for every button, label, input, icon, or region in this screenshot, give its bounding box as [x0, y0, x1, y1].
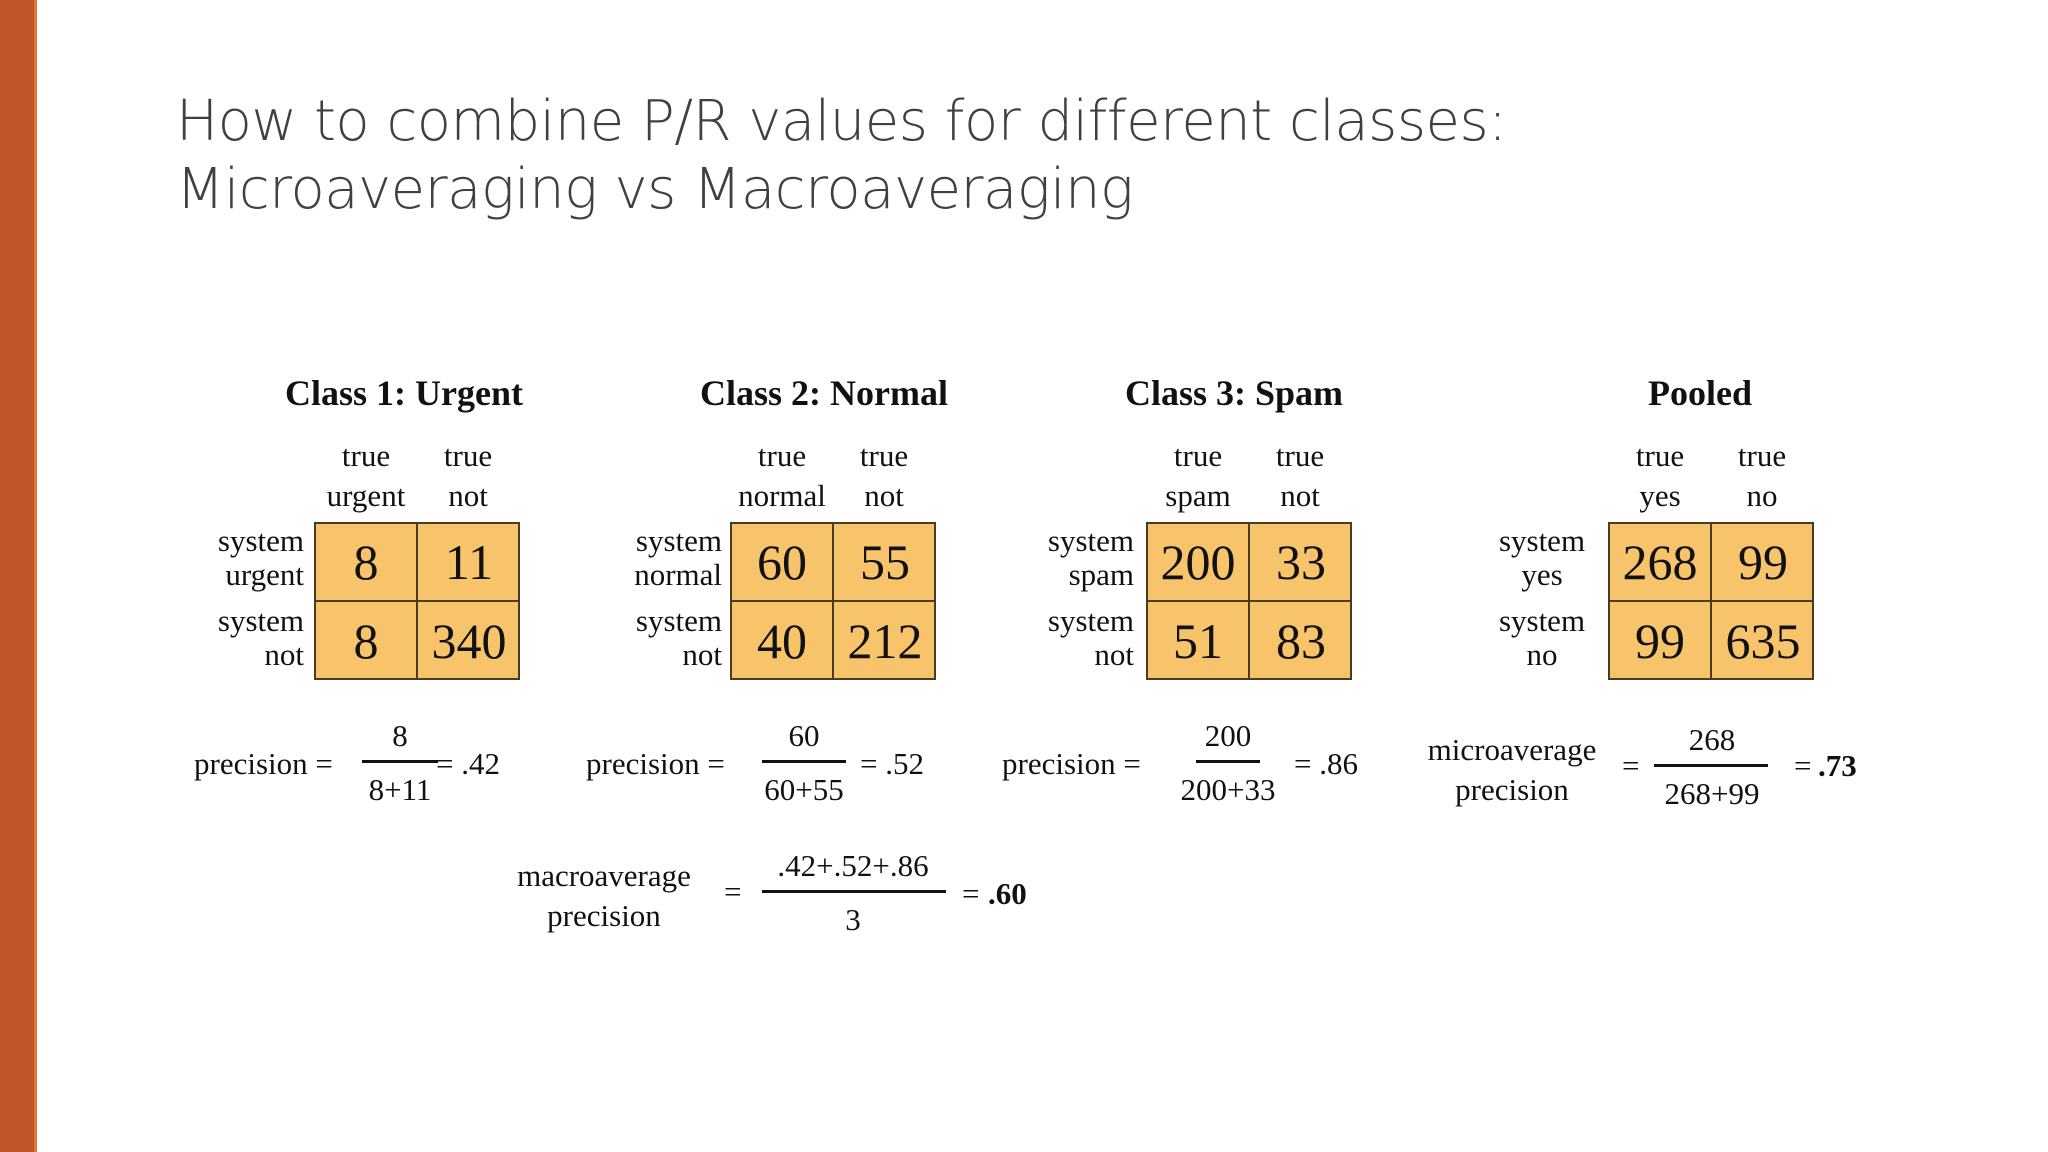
matrix-cell: 99: [1610, 602, 1712, 680]
class-3-row-head-system-not: system not: [1047, 603, 1134, 672]
class-1-col-head-true-not: true not: [443, 438, 493, 513]
pooled-confusion-matrix: 268 99 99 635: [1608, 522, 1814, 680]
class-2-precision-numerator: 60: [788, 718, 820, 753]
matrix-cell: 60: [732, 524, 834, 602]
class-3-fraction-line: [1196, 760, 1260, 763]
pooled-row-head-system-no: system no: [1498, 603, 1586, 672]
matrix-cell: 8: [316, 602, 418, 680]
macro-equals: =: [724, 874, 742, 909]
pooled-col-head-true-yes: true yes: [1635, 438, 1685, 513]
class-1-precision-label: precision =: [194, 746, 333, 781]
class-1-fraction-line: [362, 760, 438, 763]
class-2-confusion-matrix: 60 55 40 212: [730, 522, 936, 680]
macro-result-equals: =: [962, 876, 980, 911]
class-3-precision-numerator: 200: [1204, 718, 1252, 753]
class-2-col-head-true-not: true not: [859, 438, 909, 513]
class-3-precision-result: = .86: [1294, 746, 1358, 781]
pooled-title: Pooled: [1648, 373, 1752, 413]
micro-result-equals: =: [1794, 748, 1812, 783]
matrix-cell: 212: [847, 613, 923, 669]
matrix-cell: 8: [316, 524, 418, 602]
class-2-precision-result: = .52: [860, 746, 924, 781]
class-2-row-head-system-normal: system normal: [634, 523, 722, 592]
micro-denominator: 268+99: [1664, 776, 1760, 811]
class-2-row-head-system-not: system not: [635, 603, 722, 672]
class-1-col-head-true-urgent: true urgent: [326, 438, 406, 513]
class-1-row-head-system-urgent: system urgent: [217, 523, 304, 592]
matrix-cell: 33: [1250, 524, 1352, 602]
matrix-cell: 11: [418, 524, 520, 602]
class-3-col-head-true-not: true not: [1275, 438, 1325, 513]
macro-label: macroaverage precision: [517, 858, 691, 933]
class-3-col-head-true-spam: true spam: [1165, 438, 1231, 513]
class-2-precision-denominator: 60+55: [764, 772, 844, 807]
class-3-precision-label: precision =: [1002, 746, 1141, 781]
macro-denominator: 3: [845, 902, 861, 937]
matrix-cell: 83: [1276, 613, 1326, 669]
matrix-cell: 268: [1610, 524, 1712, 602]
class-1-confusion-matrix: 8 11 8 340: [314, 522, 520, 680]
title-line-2: Microaveraging vs Macroaveraging: [176, 157, 1134, 222]
class-2-title: Class 2: Normal: [700, 373, 948, 413]
class-3-title: Class 3: Spam: [1124, 373, 1344, 413]
matrix-cell: 635: [1725, 613, 1801, 669]
matrix-cell: 40: [732, 602, 834, 680]
class-2-col-head-true-normal: true normal: [738, 438, 826, 513]
macro-fraction-line: [762, 890, 946, 893]
slide-title: How to combine P/R values for different …: [176, 88, 1507, 224]
micro-fraction-line: [1654, 764, 1768, 767]
macro-result: .60: [988, 876, 1027, 911]
matrix-cell: 200: [1148, 524, 1250, 602]
class-1-precision-numerator: 8: [392, 718, 408, 753]
class-1-title: Class 1: Urgent: [285, 373, 523, 413]
micro-numerator: 268: [1688, 722, 1736, 757]
matrix-cell: 340: [431, 613, 507, 669]
matrix-cell: 99: [1712, 524, 1814, 602]
class-3-precision-denominator: 200+33: [1180, 772, 1276, 807]
macro-numerator: .42+.52+.86: [777, 848, 929, 883]
class-3-row-head-system-spam: system spam: [1047, 523, 1134, 592]
class-1-precision-result: = .42: [436, 746, 500, 781]
micro-label: microaverage precision: [1427, 732, 1597, 807]
class-3-confusion-matrix: 200 33 51 83: [1146, 522, 1352, 680]
class-2-fraction-line: [762, 760, 846, 763]
accent-bar: [0, 0, 34, 1152]
class-1-precision-denominator: 8+11: [368, 772, 432, 807]
micro-equals: =: [1622, 748, 1640, 783]
pooled-col-head-true-no: true no: [1737, 438, 1787, 513]
class-2-precision-label: precision =: [586, 746, 725, 781]
class-1-row-head-system-not: system not: [217, 603, 304, 672]
micro-result: .73: [1818, 748, 1857, 783]
pooled-row-head-system-yes: system yes: [1498, 523, 1586, 592]
matrix-cell: 51: [1148, 602, 1250, 680]
accent-bar-edge: [34, 0, 37, 1152]
title-line-1: How to combine P/R values for different …: [176, 89, 1507, 154]
matrix-cell: 55: [834, 524, 936, 602]
